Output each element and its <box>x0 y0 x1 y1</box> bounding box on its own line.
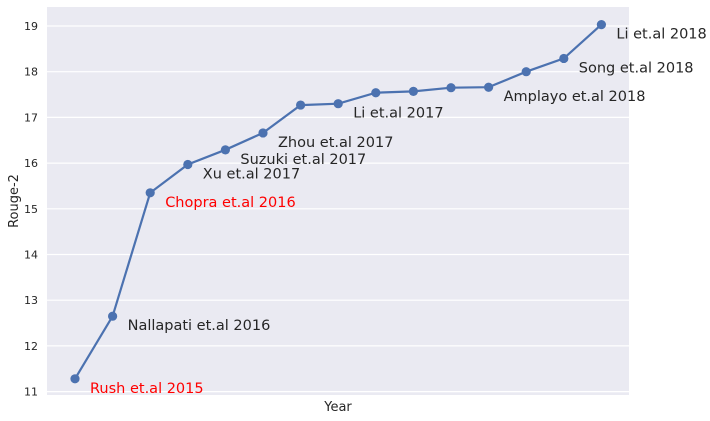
data-point <box>296 100 306 110</box>
data-points <box>70 20 607 384</box>
y-tick-labels: 11 12 13 14 15 16 17 18 19 <box>24 20 38 399</box>
grid-lines <box>47 25 629 393</box>
data-point <box>521 67 531 77</box>
y-tick-label: 17 <box>24 111 38 124</box>
annotation-label: Song et.al 2018 <box>579 60 694 76</box>
annotation-label: Amplayo et.al 2018 <box>504 89 646 105</box>
data-point <box>371 88 381 98</box>
annotation-label: Zhou et.al 2017 <box>278 135 393 151</box>
annotation-label: Li et.al 2017 <box>353 106 443 122</box>
annotation-label: Rush et.al 2015 <box>90 381 204 397</box>
annotation-label: Nallapati et.al 2016 <box>128 318 271 334</box>
y-axis-label: Rouge-2 <box>7 174 22 228</box>
data-point <box>446 83 456 93</box>
data-point <box>220 145 230 155</box>
y-tick-label: 15 <box>24 203 38 216</box>
y-tick-label: 13 <box>24 294 38 307</box>
data-point <box>70 374 80 384</box>
data-point <box>333 99 343 109</box>
annotation-label: Chopra et.al 2016 <box>165 195 296 211</box>
annotation-label: Xu et.al 2017 <box>203 166 300 182</box>
annotation-label: Li et.al 2018 <box>616 27 706 43</box>
y-tick-label: 14 <box>24 249 38 262</box>
y-tick-label: 19 <box>24 20 38 33</box>
y-tick-label: 12 <box>24 340 38 353</box>
data-point <box>596 20 607 30</box>
data-point <box>484 82 494 92</box>
data-point <box>258 128 268 138</box>
y-tick-label: 11 <box>24 386 38 399</box>
annotations: Rush et.al 2015 Nallapati et.al 2016 Chopr… <box>90 27 707 397</box>
data-point <box>559 53 569 64</box>
data-point <box>145 188 155 198</box>
annotation-label: Suzuki et.al 2017 <box>240 152 366 168</box>
y-tick-label: 18 <box>24 66 38 79</box>
data-point <box>408 86 418 96</box>
y-tick-label: 16 <box>24 157 38 170</box>
x-axis-label: Year <box>323 400 352 415</box>
data-point <box>108 311 118 321</box>
data-point <box>183 159 193 170</box>
